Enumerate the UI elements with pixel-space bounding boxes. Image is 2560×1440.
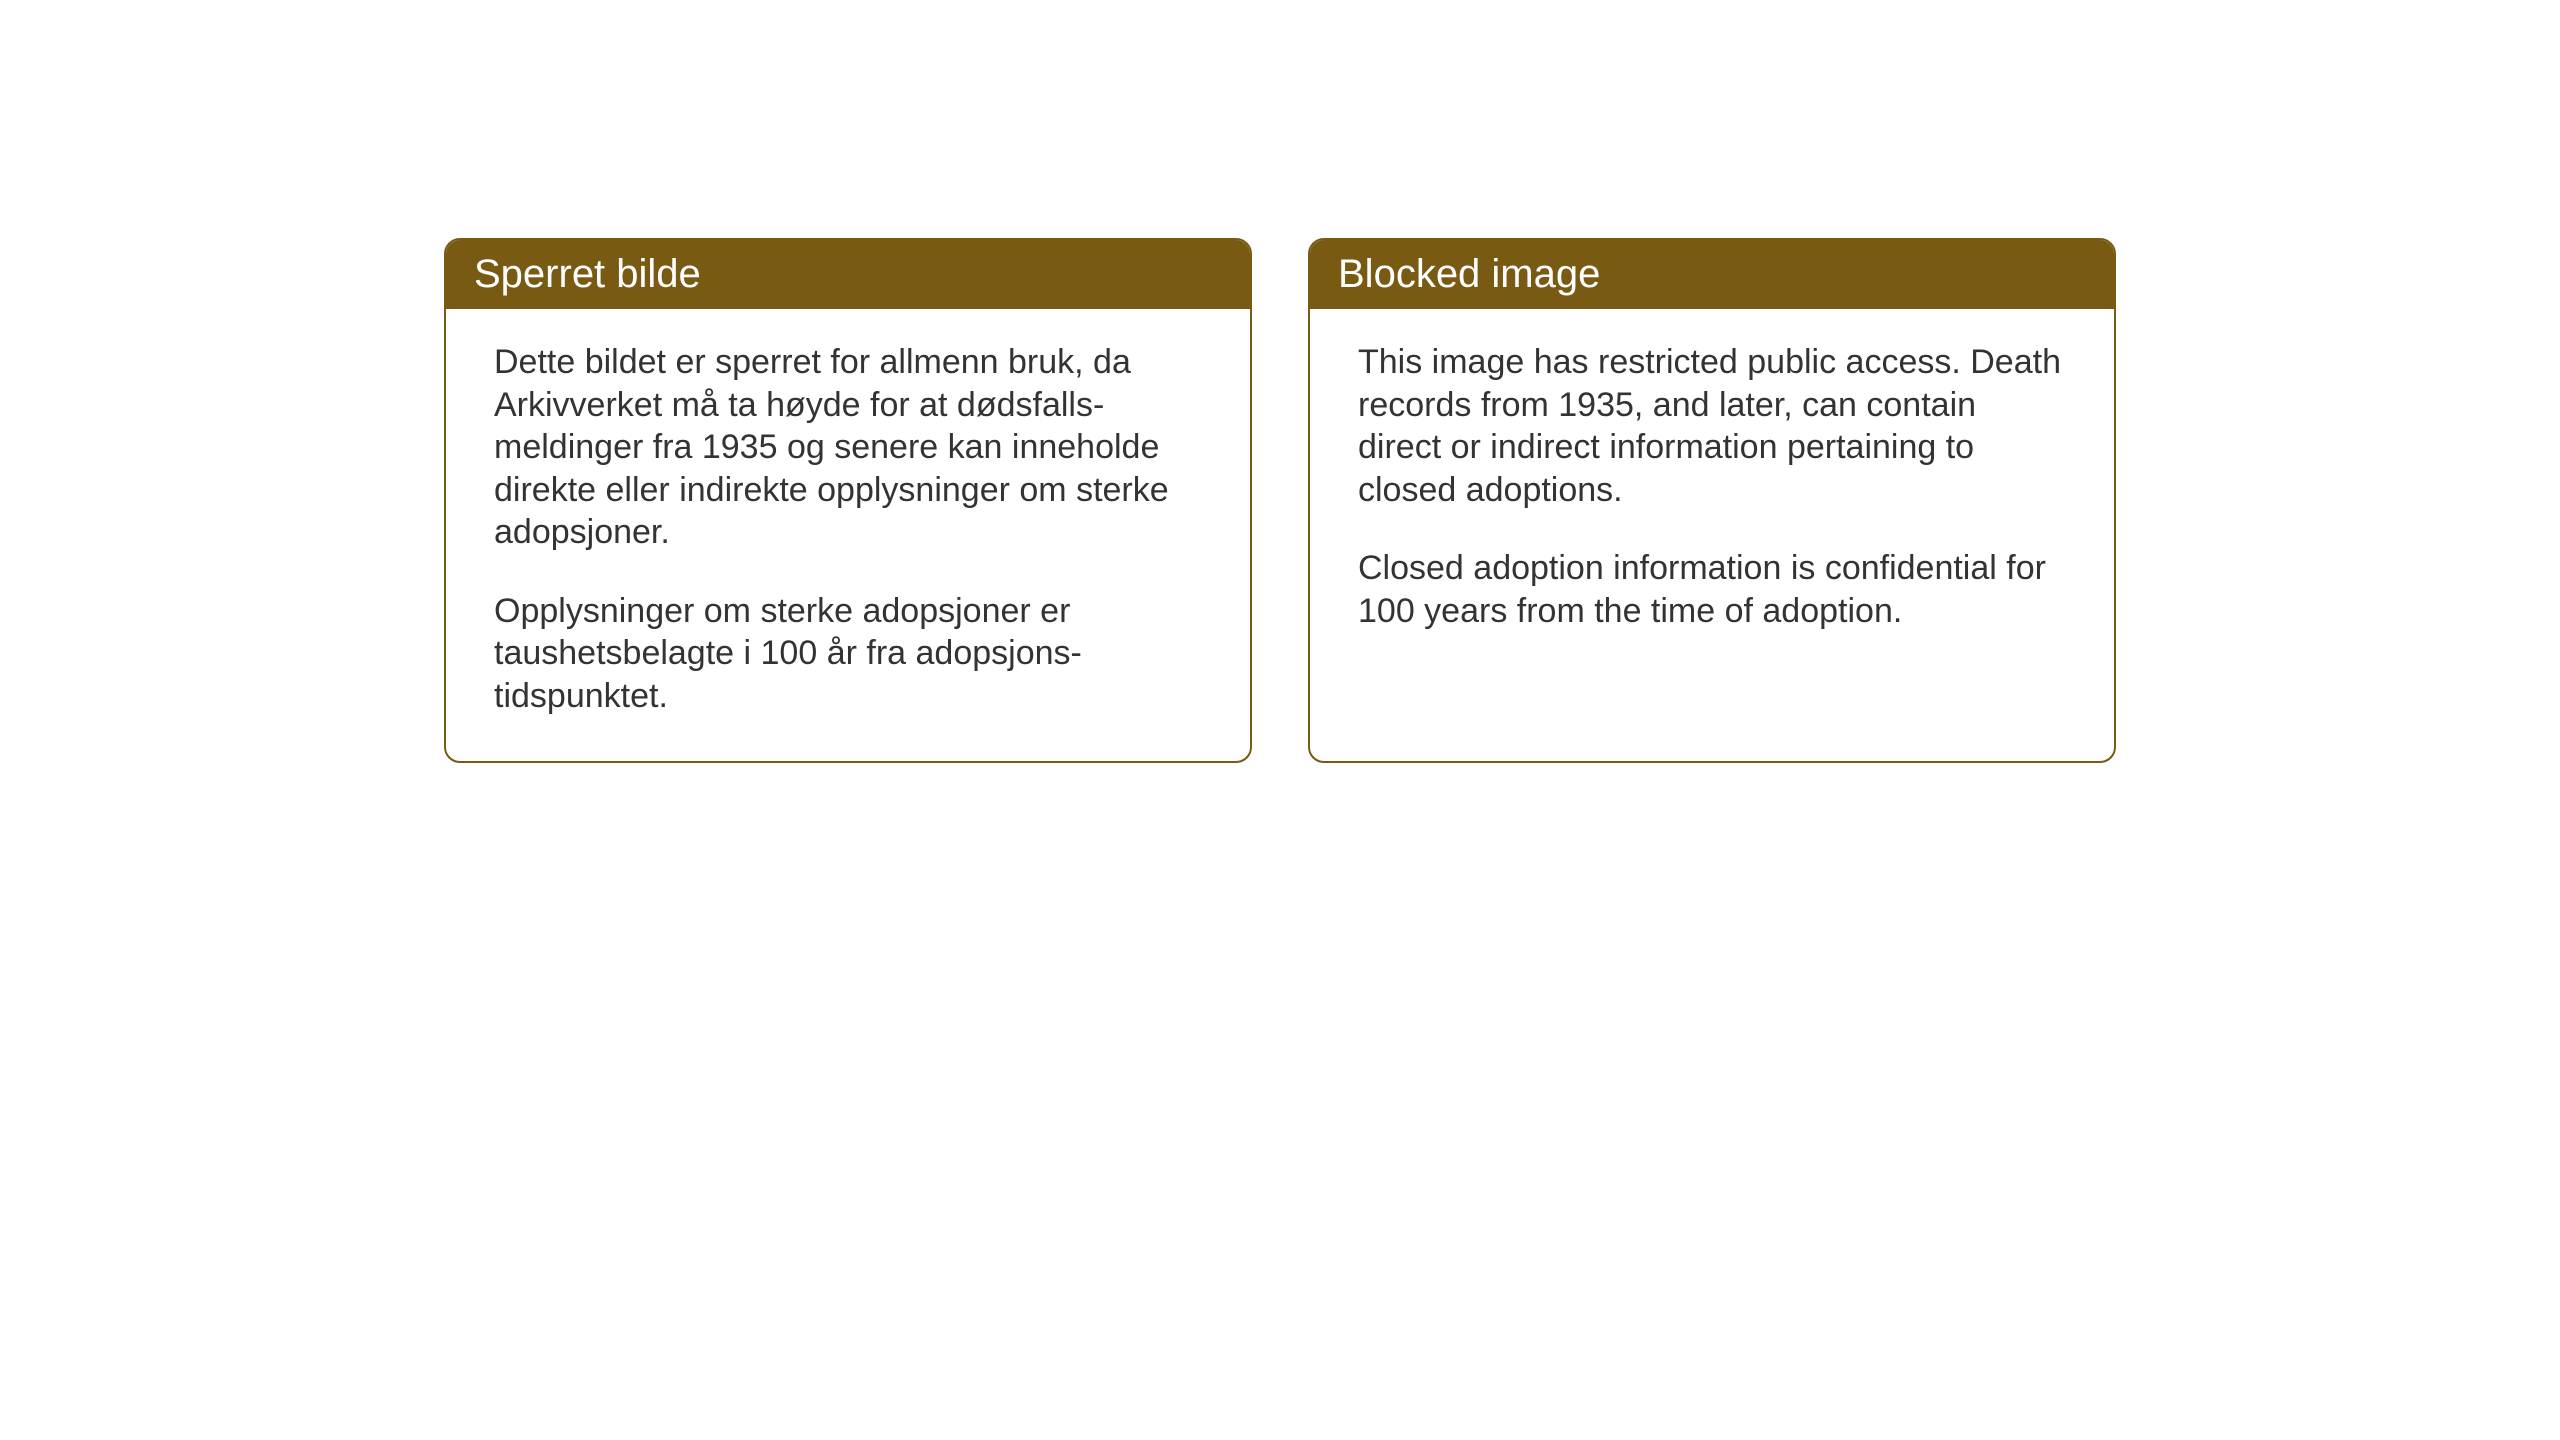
norwegian-paragraph-2: Opplysninger om sterke adopsjoner er tau… [494, 590, 1202, 718]
cards-container: Sperret bilde Dette bildet er sperret fo… [0, 0, 2560, 763]
english-paragraph-1: This image has restricted public access.… [1358, 341, 2066, 511]
norwegian-card-body: Dette bildet er sperret for allmenn bruk… [446, 309, 1250, 761]
norwegian-paragraph-1: Dette bildet er sperret for allmenn bruk… [494, 341, 1202, 554]
english-paragraph-2: Closed adoption information is confident… [1358, 547, 2066, 632]
english-notice-card: Blocked image This image has restricted … [1308, 238, 2116, 763]
norwegian-card-title: Sperret bilde [446, 240, 1250, 309]
norwegian-notice-card: Sperret bilde Dette bildet er sperret fo… [444, 238, 1252, 763]
english-card-body: This image has restricted public access.… [1310, 309, 2114, 676]
english-card-title: Blocked image [1310, 240, 2114, 309]
